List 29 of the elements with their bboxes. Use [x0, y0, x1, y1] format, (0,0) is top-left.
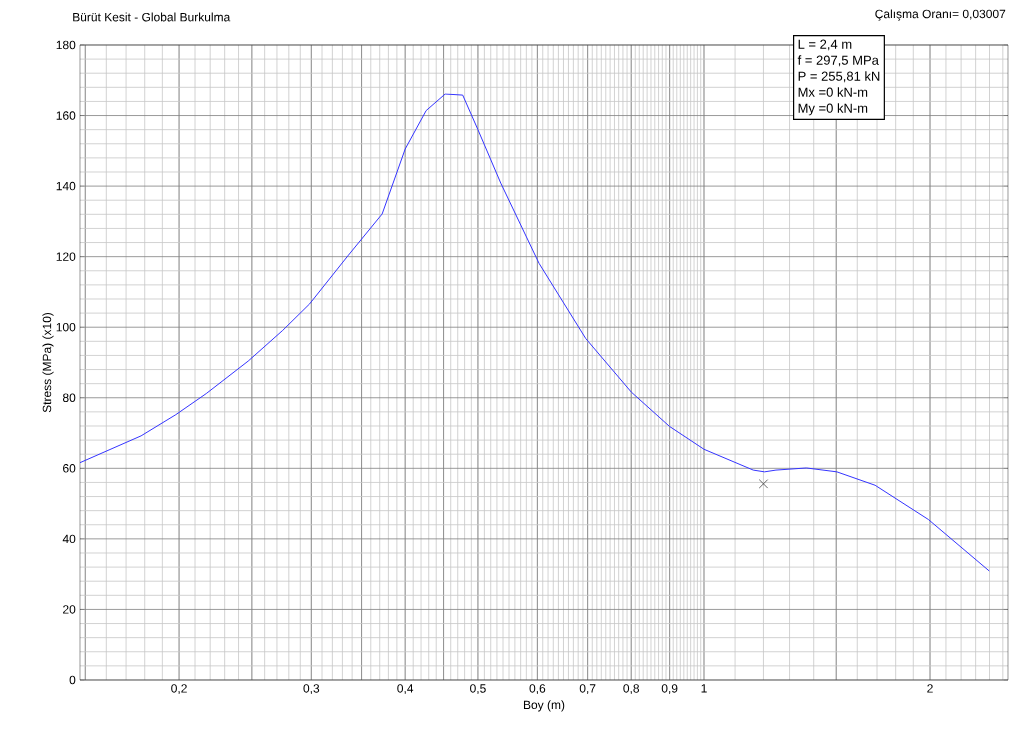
- x-tick-label: 1: [701, 684, 707, 693]
- y-tick-label: 120: [56, 252, 76, 261]
- chart-title: Bürüt Kesit - Global Burkulma: [73, 12, 231, 22]
- y-tick-label: 40: [62, 534, 76, 544]
- annotation: Mx =0 kN-m: [798, 87, 868, 97]
- annotation: My =0 kN-m: [798, 103, 868, 116]
- y-tick-label: 180: [56, 40, 76, 50]
- x-tick-label: 0,3: [303, 684, 320, 695]
- y-tick-label: 100: [56, 322, 76, 332]
- annotation: L = 2,4 m: [798, 39, 852, 51]
- x-tick-label: 2: [927, 684, 933, 693]
- x-tick-label: 0,6: [529, 684, 546, 695]
- y-tick-label: 80: [62, 393, 76, 403]
- y-tick-label: 140: [56, 181, 76, 191]
- text: Çalışma Oranı= 0,03007: [875, 9, 1006, 21]
- y-tick-label: 160: [56, 111, 76, 120]
- y-axis-title: Stress (MPa) (x10): [42, 312, 54, 413]
- annotation: f = 297,5 MPa: [797, 55, 879, 67]
- x-tick-label: 0,9: [661, 684, 678, 695]
- x-axis-title: Boy (m): [523, 700, 565, 712]
- annotation: P = 255,81 kN: [798, 71, 880, 83]
- y-tick-label: 60: [63, 464, 76, 473]
- x-tick-label: 0,2: [171, 684, 187, 695]
- x-tick-label: 0,5: [470, 684, 486, 695]
- x-tick-label: 0,7: [579, 684, 596, 695]
- y-tick-label: 0: [69, 675, 76, 685]
- x-tick-label: 0,4: [397, 684, 414, 695]
- x-tick-label: 0,8: [623, 684, 640, 695]
- y-tick-label: 20: [63, 605, 76, 614]
